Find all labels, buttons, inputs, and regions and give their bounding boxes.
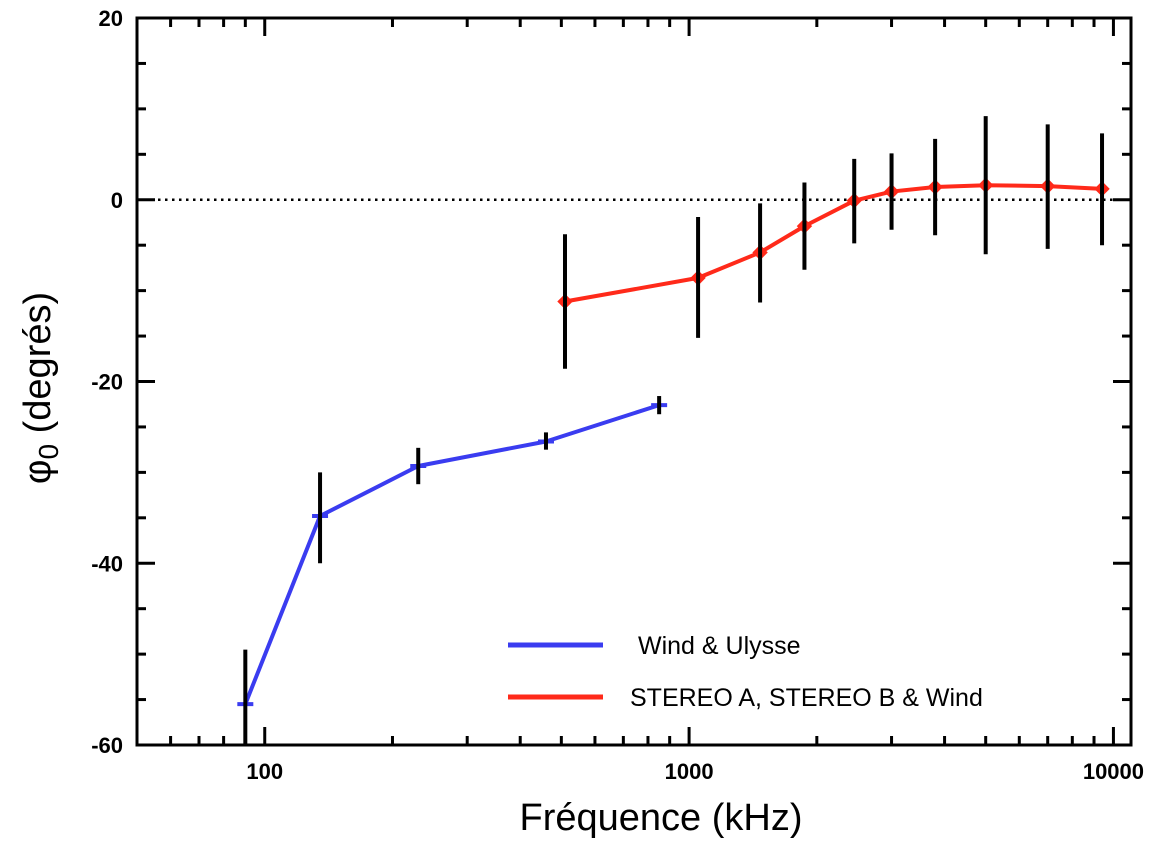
x-tick-label: 10000 xyxy=(1083,759,1144,784)
y-axis-title-symbol: φ xyxy=(17,460,59,485)
series-line-2 xyxy=(564,183,1103,304)
plot-area xyxy=(137,116,1131,745)
legend-label: Wind & Ulysse xyxy=(638,632,801,660)
y-axis-title-subscript: 0 xyxy=(33,444,64,460)
x-tick-label: 100 xyxy=(246,759,283,784)
x-axis-title: Fréquence (kHz) xyxy=(520,797,803,839)
y-tick-label: 0 xyxy=(111,188,123,213)
y-axis-title: φ0 (degrés) xyxy=(17,292,64,484)
y-tick-label: 20 xyxy=(99,6,123,31)
y-axis-title-rest: (degrés) xyxy=(17,292,59,444)
y-tick-label: -60 xyxy=(91,733,123,758)
series-line-1 xyxy=(243,403,660,705)
legend: Wind & Ulysse STEREO A, STEREO B & Wind xyxy=(508,632,983,712)
legend-label: STEREO A, STEREO B & Wind xyxy=(630,684,983,712)
y-tick-label: -20 xyxy=(91,370,123,395)
plot-frame xyxy=(135,16,1133,747)
y-tick-label: -40 xyxy=(91,551,123,576)
axes: -60 -40 -20 0 20 100 1000 10000 xyxy=(91,6,1144,784)
x-tick-label: 1000 xyxy=(665,759,714,784)
